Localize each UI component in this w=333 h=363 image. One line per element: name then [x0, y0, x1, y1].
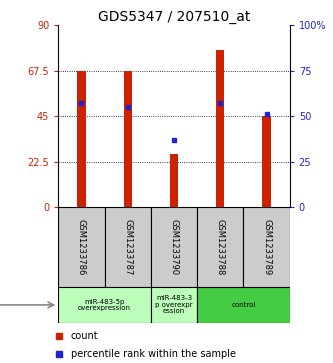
Text: count: count	[71, 331, 98, 341]
Title: GDS5347 / 207510_at: GDS5347 / 207510_at	[98, 11, 250, 24]
Bar	[197, 287, 290, 323]
Bar	[170, 155, 178, 207]
Text: miR-483-3
p overexpr
ession: miR-483-3 p overexpr ession	[155, 295, 193, 314]
Bar	[151, 287, 197, 323]
Bar	[124, 71, 132, 207]
Text: GSM1233786: GSM1233786	[77, 219, 86, 275]
Text: GSM1233790: GSM1233790	[169, 219, 178, 275]
Text: GSM1233787: GSM1233787	[123, 219, 132, 275]
Bar	[197, 207, 243, 287]
Bar	[105, 207, 151, 287]
Bar	[262, 116, 271, 207]
Bar	[151, 207, 197, 287]
Text: GSM1233788: GSM1233788	[216, 219, 225, 275]
Bar	[58, 287, 151, 323]
Bar	[58, 207, 105, 287]
Bar	[243, 207, 290, 287]
Text: miR-483-5p
overexpression: miR-483-5p overexpression	[78, 299, 131, 311]
Text: control: control	[231, 302, 256, 308]
Bar	[77, 71, 86, 207]
Text: percentile rank within the sample: percentile rank within the sample	[71, 349, 236, 359]
Text: GSM1233789: GSM1233789	[262, 219, 271, 275]
Bar	[216, 50, 224, 207]
